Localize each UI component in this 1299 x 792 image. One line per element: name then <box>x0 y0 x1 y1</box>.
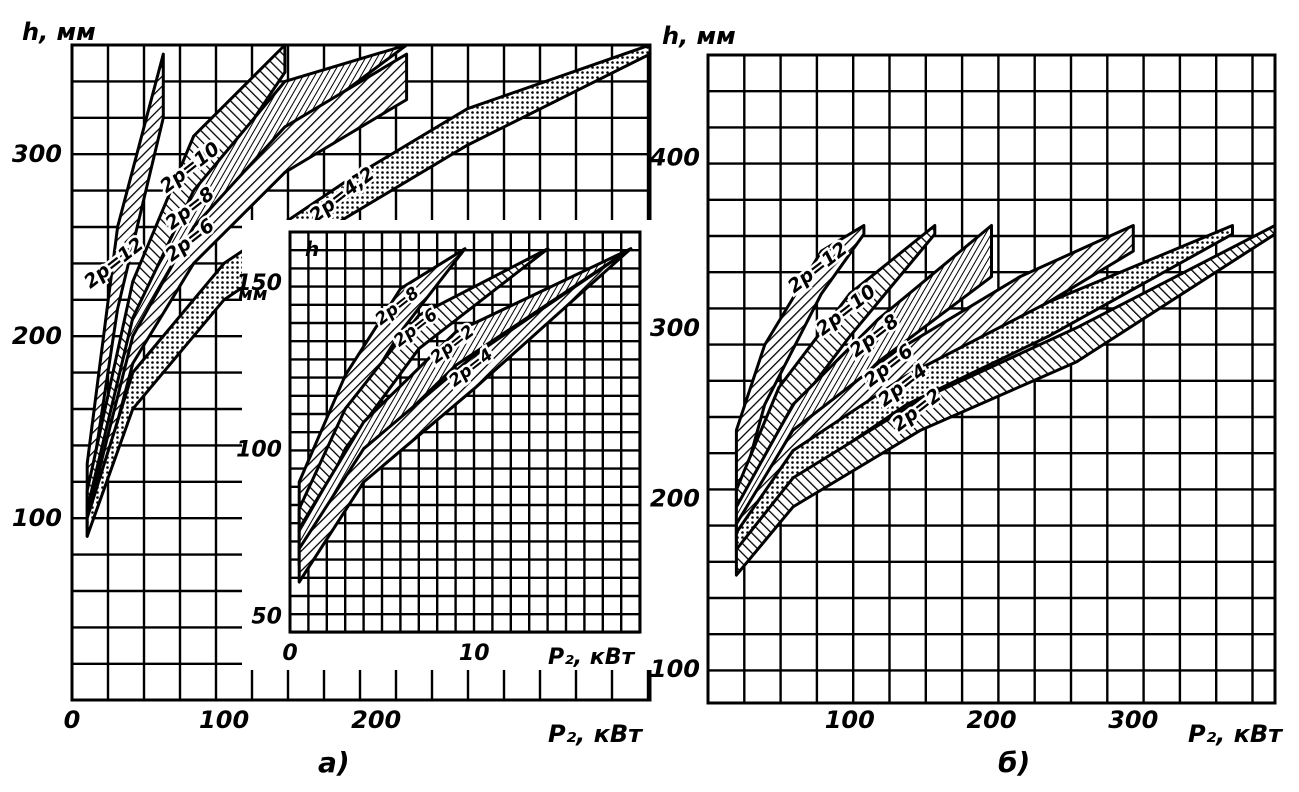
y-tick-label: 100 <box>236 438 282 463</box>
panel-a-ticks: 0 100 200 100 200 300 <box>12 140 401 734</box>
panel-b-x-axis-label: P₂, кВт <box>1188 720 1284 748</box>
inset-x-axis-label: P₂, кВт <box>548 645 635 670</box>
panel-a-x-axis-label: P₂, кВт <box>548 720 644 748</box>
panel-b-y-axis-label: h, мм <box>662 22 736 50</box>
y-tick-label: 100 <box>12 504 62 532</box>
plot-frame <box>706 53 1277 705</box>
x-tick-label: 0 <box>282 641 297 666</box>
y-tick-label: 300 <box>12 140 62 168</box>
plot-frame <box>288 230 642 634</box>
x-tick-label: 100 <box>825 706 875 734</box>
y-tick-label: 100 <box>650 655 700 683</box>
y-tick-label: 200 <box>12 322 62 350</box>
y-tick-label: 200 <box>650 484 700 512</box>
band-2p-4 <box>297 247 633 584</box>
y-tick-label: 300 <box>650 314 700 342</box>
inset-y-axis-label: h <box>305 237 319 261</box>
x-tick-label: 10 <box>459 641 490 666</box>
x-tick-label: 0 <box>64 706 81 734</box>
y-tick-label: 50 <box>251 604 282 629</box>
x-tick-label: 200 <box>351 706 401 734</box>
x-tick-label: 200 <box>966 706 1016 734</box>
inset-ticks: 0 10 50 100 150 <box>236 271 489 666</box>
panel-b-caption: б) <box>998 746 1030 779</box>
y-tick-label: 400 <box>649 143 700 171</box>
panel-b-ticks: 100 200 300 100 200 300 400 <box>649 143 1158 734</box>
x-tick-label: 100 <box>199 706 249 734</box>
x-tick-label: 300 <box>1108 706 1158 734</box>
panel-a-y-axis-label: h, мм <box>22 18 96 46</box>
y-tick-label: 150 <box>236 271 282 296</box>
inset-y-axis-unit: мм <box>238 284 268 305</box>
panel-a-caption: а) <box>318 746 350 779</box>
